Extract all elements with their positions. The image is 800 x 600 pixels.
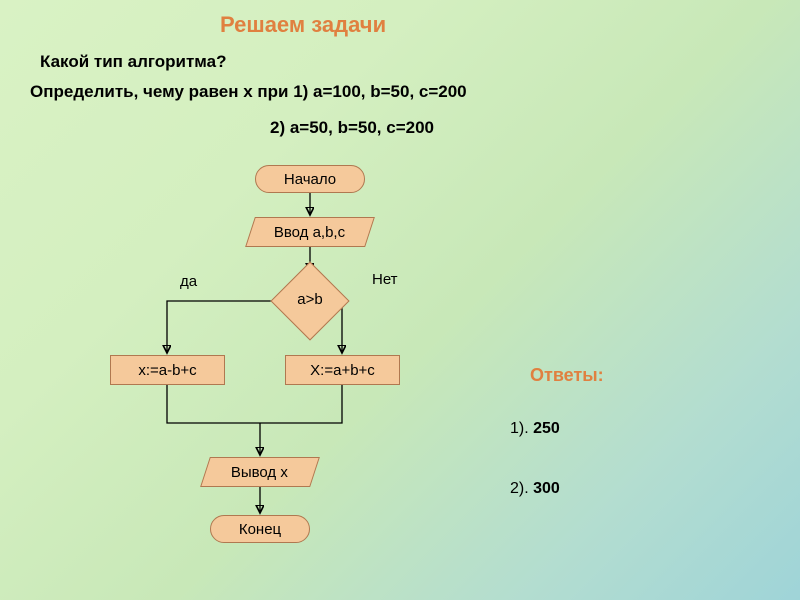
node-start-label: Начало [284,171,336,188]
edge-right-merge [260,385,342,423]
answer-2-prefix: 2). [510,480,533,497]
node-output-label: Вывод х [231,464,288,481]
node-input: Ввод a,b,c [245,217,375,247]
flowchart: Начало Ввод a,b,c a>b да Нет x:=a-b+c X:… [100,165,480,585]
answer-2-value: 300 [533,480,560,497]
edge-left-merge [167,385,260,423]
answer-1: 1). 250 [510,420,560,438]
node-right: X:=a+b+c [285,355,400,385]
node-input-label: Ввод a,b,c [274,224,345,241]
node-output: Вывод х [200,457,320,487]
node-left: x:=a-b+c [110,355,225,385]
page-title: Решаем задачи [220,12,386,38]
node-end-label: Конец [239,521,281,538]
answer-1-prefix: 1). [510,420,533,437]
question-case-1: Определить, чему равен х при 1) a=100, b… [30,82,467,102]
answer-1-value: 250 [533,420,560,437]
node-right-label: X:=a+b+c [310,362,375,379]
node-left-label: x:=a-b+c [138,362,196,379]
question-algorithm-type: Какой тип алгоритма? [40,52,227,72]
branch-label-yes: да [180,273,197,290]
node-start: Начало [255,165,365,193]
answer-2: 2). 300 [510,480,560,498]
node-decision-label: a>b [250,291,370,308]
edge-cond-right [342,301,348,353]
answers-heading: Ответы: [530,365,604,386]
edge-cond-left [167,301,272,353]
node-end: Конец [210,515,310,543]
branch-label-no: Нет [372,271,398,288]
question-case-2: 2) a=50, b=50, c=200 [270,118,434,138]
